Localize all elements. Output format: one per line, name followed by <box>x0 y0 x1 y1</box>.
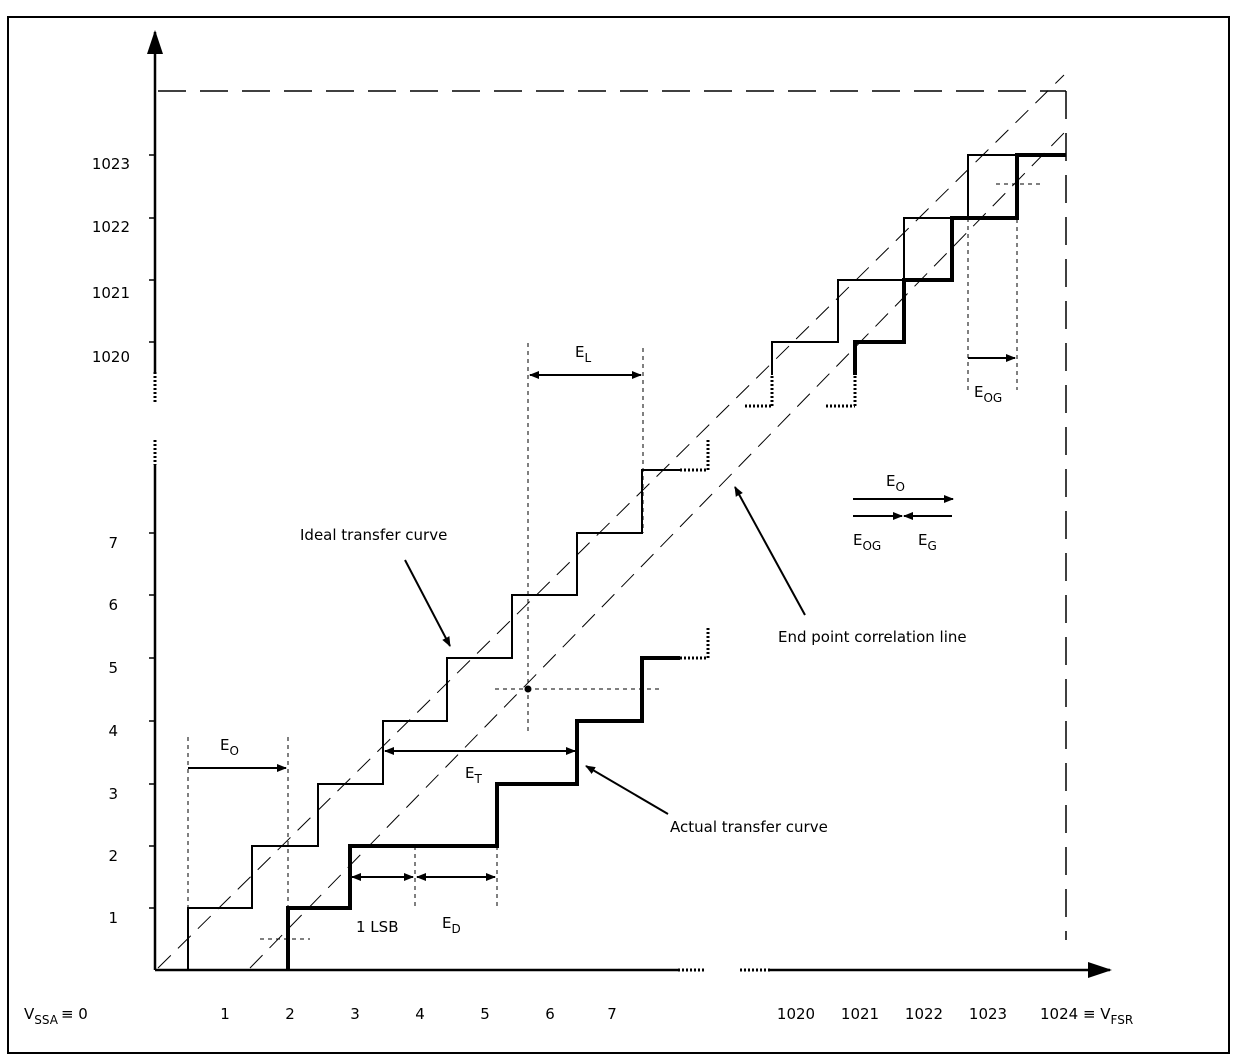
y-tick-labels-upper: 1020 1021 1022 1023 <box>92 155 130 366</box>
ed-label: ED <box>442 914 461 936</box>
x-tick-label: 7 <box>607 1005 617 1023</box>
x-end-label: 1024 ≡ VFSR <box>1040 1005 1133 1027</box>
x-tick-label: 1023 <box>969 1005 1007 1023</box>
y-tick-label: 1023 <box>92 155 130 173</box>
actual-transfer-curve-upper <box>853 153 1066 375</box>
x-tick-label: 5 <box>480 1005 490 1023</box>
ideal-transfer-curve-upper <box>771 154 1066 375</box>
x-tick-label: 1022 <box>905 1005 943 1023</box>
y-tick-label: 7 <box>108 534 118 552</box>
y-tick-label: 4 <box>108 722 118 740</box>
ideal-transfer-curve-lower <box>187 469 680 970</box>
x-tick-labels-lower: VSSA ≡ 0 1 2 3 4 5 6 7 <box>24 1005 617 1027</box>
y-tick-label: 2 <box>108 847 118 865</box>
y-tick-label: 1020 <box>92 348 130 366</box>
y-tick-label: 5 <box>108 659 118 677</box>
x-tick-label: 1021 <box>841 1005 879 1023</box>
x-tick-label: 1020 <box>777 1005 815 1023</box>
error-relation-legend: EO EOG EG <box>853 472 954 553</box>
ideal-curve-callout: Ideal transfer curve <box>300 526 447 544</box>
y-tick-label: 3 <box>108 785 118 803</box>
x-origin-label: VSSA ≡ 0 <box>24 1005 88 1027</box>
et-label: ET <box>465 764 482 786</box>
el-point <box>524 685 532 693</box>
x-tick-label: 6 <box>545 1005 555 1023</box>
endpoint-callout-arrow <box>734 486 806 616</box>
legend-eg-label: EG <box>918 531 937 553</box>
ideal-callout-arrow <box>404 559 451 647</box>
y-tick-label: 1 <box>108 909 118 927</box>
one-lsb-label: 1 LSB <box>356 918 398 936</box>
y-tick-label: 6 <box>108 596 118 614</box>
legend-eo-label: EO <box>886 472 905 494</box>
y-tick-labels-lower: 1 2 3 4 5 6 7 <box>108 534 118 927</box>
actual-curve-callout: Actual transfer curve <box>670 818 828 836</box>
x-tick-label: 3 <box>350 1005 360 1023</box>
x-tick-label: 2 <box>285 1005 295 1023</box>
y-tick-label: 1022 <box>92 218 130 236</box>
eog-label: EOG <box>974 383 1002 405</box>
actual-transfer-curve-lower <box>286 656 680 970</box>
figure-border <box>7 16 1230 1054</box>
y-tick-marks <box>149 154 155 909</box>
legend-eog-label: EOG <box>853 531 881 553</box>
endpoint-line-callout: End point correlation line <box>778 628 967 646</box>
x-tick-labels-upper: 1020 1021 1022 1023 1024 ≡ VFSR <box>777 1005 1133 1027</box>
el-label: EL <box>575 343 591 365</box>
y-tick-label: 1021 <box>92 284 130 302</box>
eo-label: EO <box>220 736 239 758</box>
x-tick-label: 1 <box>220 1005 230 1023</box>
x-tick-label: 4 <box>415 1005 425 1023</box>
end-point-correlation-line <box>249 132 1065 969</box>
ideal-straight-line <box>157 74 1065 969</box>
actual-callout-arrow <box>585 765 669 815</box>
